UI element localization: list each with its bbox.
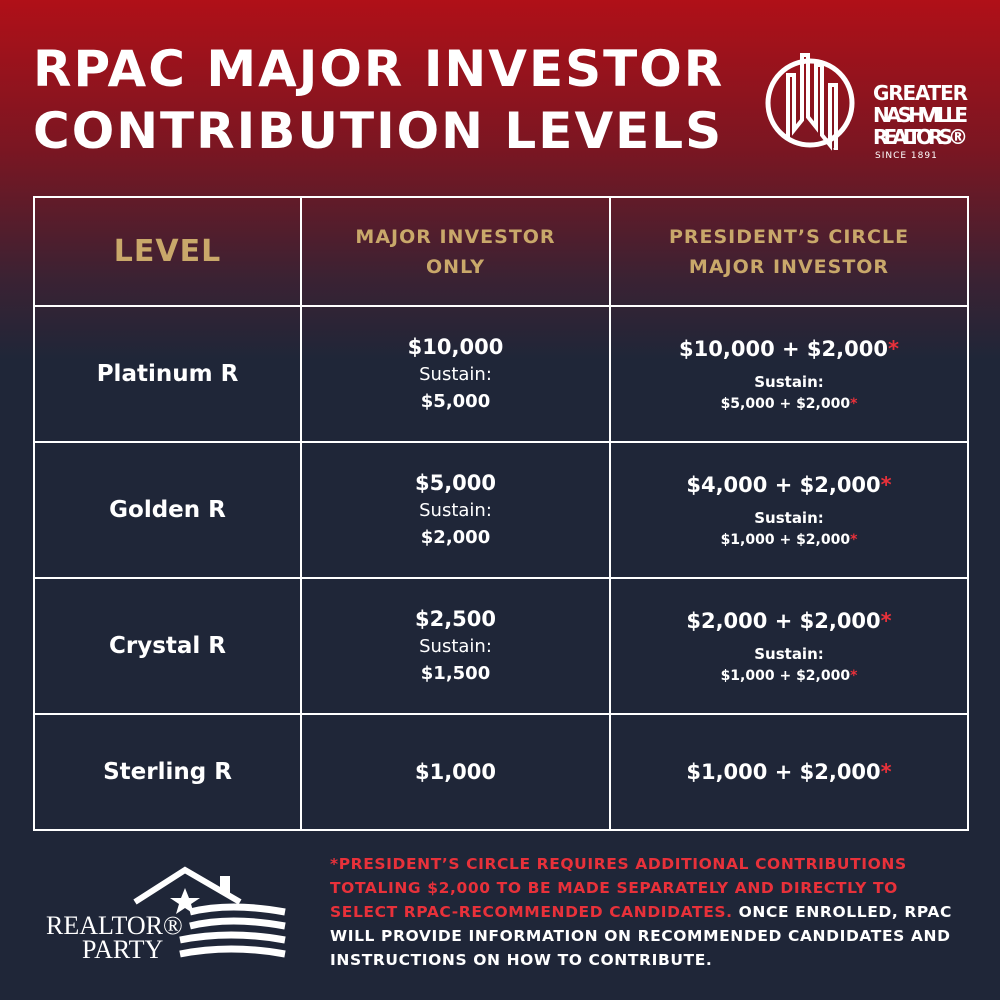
sustain-text: $1,000 + $2,000 [720,668,851,684]
presidents-cell: $10,000 + $2,000* Sustain: $5,000 + $2,000… [609,305,969,443]
logo-word: PARTY [82,935,164,964]
sustain-amount: $1,000 + $2,000* [611,666,967,686]
level-cell: Crystal R [33,577,302,715]
sustain-label: Sustain: [419,500,492,521]
table-row: Platinum R $10,000 Sustain: $5,000 $10,000 +… [33,305,969,443]
gnr-logo: ™ GREATER NASHVILLE REALTORS® SINCE 1891 [765,53,968,161]
logo-line: GREATER [873,81,968,105]
asterisk: * [850,532,858,548]
sustain-label: Sustain: [754,645,824,663]
realtor-party-logo: REALTOR® PARTY [46,866,286,964]
amount: $10,000 [407,335,504,359]
presidents-cell: $4,000 + $2,000* Sustain: $1,000 + $2,000* [609,441,969,579]
sustain-text: $5,000 + $2,000 [720,396,851,412]
investor-cell: $1,000 [300,713,611,831]
amount: $1,000 [414,760,497,784]
amount: $2,000 + $2,000* [611,606,967,636]
amount-text: $1,000 + $2,000 [686,760,881,784]
logo-word: REALTOR® [46,911,183,940]
asterisk: * [880,760,892,784]
column-header: PRESIDENT’S CIRCLE MAJOR INVESTOR [609,196,969,307]
sustain-amount: $5,000 [420,391,491,412]
investor-cell: $10,000 Sustain: $5,000 [300,305,611,443]
asterisk: * [850,396,858,412]
sustain-amount: $2,000 [420,527,491,548]
title: RPAC MAJOR INVESTOR CONTRIBUTION LEVELS [33,38,724,162]
footnote-highlight: *PRESIDENT’S CIRCLE REQUIRES ADDITIONAL … [330,855,907,921]
level-cell: Platinum R [33,305,302,443]
presidents-cell: $1,000 + $2,000* [609,713,969,831]
sustain-amount: $1,000 + $2,000* [611,530,967,550]
sustain-label: Sustain: [754,509,824,527]
column-header: MAJOR INVESTOR ONLY [300,196,611,307]
sustain-text: $1,000 + $2,000 [720,532,851,548]
amount-text: $2,000 + $2,000 [686,609,881,633]
amount: $5,000 [414,471,497,495]
investor-cell: $2,500 Sustain: $1,500 [300,577,611,715]
amount: $10,000 + $2,000* [611,334,967,364]
asterisk: * [850,668,858,684]
trademark: ™ [832,147,839,155]
column-header: LEVEL [33,196,302,307]
sustain-amount: $5,000 + $2,000* [611,394,967,414]
asterisk: * [880,473,892,497]
logo-tagline: SINCE 1891 [875,151,938,161]
table-row: Crystal R $2,500 Sustain: $1,500 $2,000 + $2… [33,577,969,715]
footnote-text: ONCE ENROLLED, RPAC WILL PROVIDE INFORMA… [330,903,952,969]
logo-line: NASHVILLE [873,103,968,127]
level-cell: Golden R [33,441,302,579]
sustain-label: Sustain: [419,636,492,657]
table-row: Sterling R $1,000 $1,000 + $2,000* [33,713,969,831]
amount: $4,000 + $2,000* [611,470,967,500]
amount-text: $4,000 + $2,000 [686,473,881,497]
amount: $2,500 [414,607,497,631]
table-row: Golden R $5,000 Sustain: $2,000 $4,000 + $2,… [33,441,969,579]
contribution-table: LEVEL MAJOR INVESTOR ONLY PRESIDENT’S CI… [33,196,969,831]
level-cell: Sterling R [33,713,302,831]
footnote: *PRESIDENT’S CIRCLE REQUIRES ADDITIONAL … [330,852,960,972]
amount-text: $10,000 + $2,000 [679,337,888,361]
sustain-amount: $1,500 [420,663,491,684]
title-line: RPAC MAJOR INVESTOR [33,40,725,98]
sustain-label: Sustain: [754,373,824,391]
header-row: LEVEL MAJOR INVESTOR ONLY PRESIDENT’S CI… [33,196,969,307]
title-line: CONTRIBUTION LEVELS [33,102,724,160]
investor-cell: $5,000 Sustain: $2,000 [300,441,611,579]
asterisk: * [880,609,892,633]
amount: $1,000 + $2,000* [611,757,967,787]
asterisk: * [887,337,899,361]
sustain-label: Sustain: [419,364,492,385]
logo-line: REALTORS® [873,125,968,149]
presidents-cell: $2,000 + $2,000* Sustain: $1,000 + $2,000* [609,577,969,715]
